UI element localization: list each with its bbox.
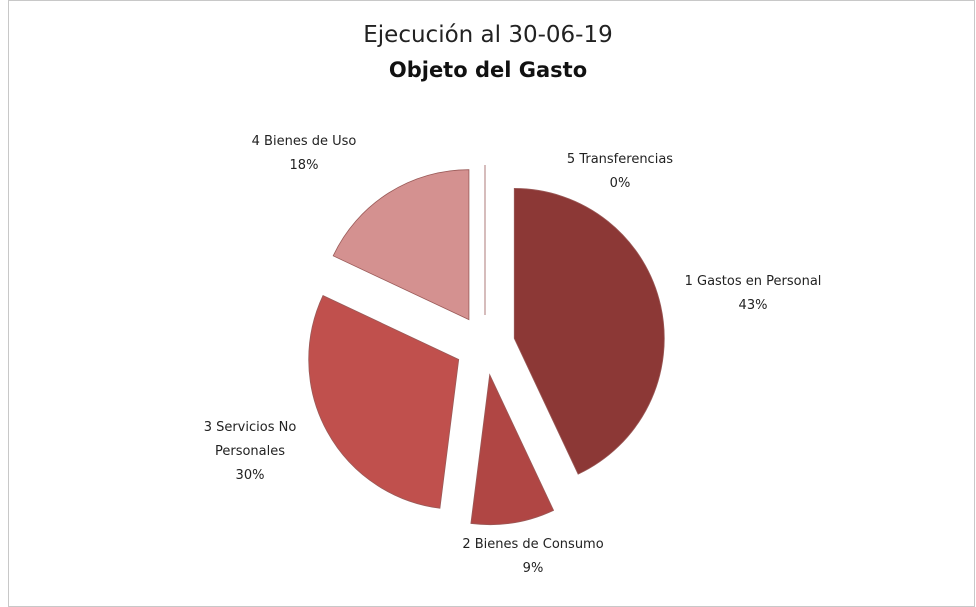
pie-slice [308, 295, 460, 509]
slice-value: 9% [522, 561, 544, 576]
slice-name: 2 Bienes de Consumo [462, 537, 604, 552]
chart-title: Ejecución al 30-06-19 [363, 22, 613, 48]
data-label: 4 Bienes de Uso 18% [252, 130, 357, 178]
slice-name: 4 Bienes de Uso [251, 134, 357, 149]
chart-subtitle: Objeto del Gasto [388, 58, 588, 82]
pie-slice [332, 169, 470, 321]
data-label: 2 Bienes de Consumo 9% [462, 533, 603, 581]
pie-slice [513, 188, 665, 475]
slice-name: 5 Transferencias [566, 152, 674, 167]
data-label: 3 Servicios No Personales 30% [190, 416, 310, 488]
slice-value: 43% [738, 298, 768, 313]
data-label: 1 Gastos en Personal 43% [685, 270, 822, 318]
slice-value: 18% [289, 158, 319, 173]
slice-value: 0% [609, 176, 631, 191]
slice-value: 30% [235, 468, 265, 483]
data-label: 5 Transferencias 0% [567, 148, 673, 196]
slice-name: 1 Gastos en Personal [684, 274, 822, 289]
pie-slice [470, 373, 555, 526]
slice-name: 3 Servicios No Personales [203, 420, 297, 459]
